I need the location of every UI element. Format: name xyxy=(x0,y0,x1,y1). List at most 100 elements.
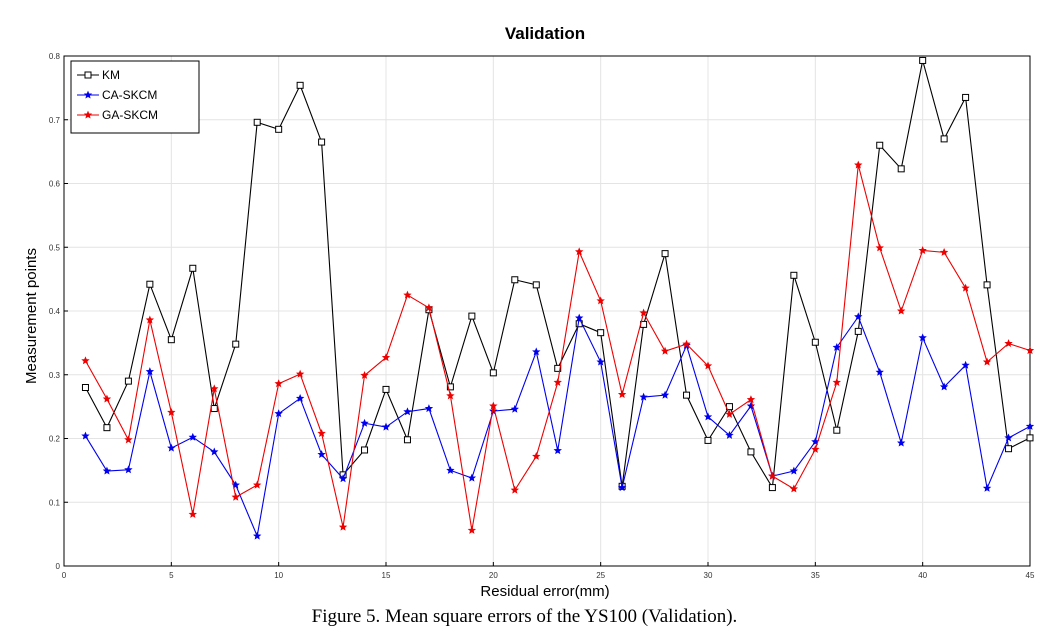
data-point-ga-skcm xyxy=(617,390,627,399)
y-tick-label: 0.7 xyxy=(49,116,61,125)
data-point-ga-skcm xyxy=(510,485,519,494)
data-point-km xyxy=(747,448,755,456)
data-point-km xyxy=(983,281,991,289)
data-point-ga-skcm xyxy=(575,247,584,256)
x-tick-label: 40 xyxy=(918,571,927,580)
data-point-km xyxy=(661,250,669,258)
data-point-ca-skcm xyxy=(1004,433,1013,442)
y-axis-label: Measurement points xyxy=(23,248,40,384)
data-point-ga-skcm xyxy=(253,480,262,489)
data-point-ga-skcm xyxy=(660,346,670,355)
data-point-ca-skcm xyxy=(274,409,283,418)
data-point-km xyxy=(275,125,283,133)
data-point-km xyxy=(232,340,240,348)
data-point-ca-skcm xyxy=(532,347,541,356)
data-point-ga-skcm xyxy=(832,378,841,386)
data-point-ga-skcm xyxy=(381,353,391,362)
data-point-km xyxy=(1005,445,1013,453)
data-point-km xyxy=(468,312,476,320)
axis-ticks: 0 5 10 15 20 25 30 35 40 45 0 0.1 0.2 0.3 0.4 0.5 0.6 0.7… xyxy=(49,52,1035,580)
data-point-ga-skcm xyxy=(789,484,799,493)
data-point-ca-skcm xyxy=(897,438,906,447)
data-point-ga-skcm xyxy=(489,401,498,410)
data-point-km xyxy=(146,280,154,288)
data-point-ga-skcm xyxy=(231,492,240,501)
data-point-ga-skcm xyxy=(188,509,197,518)
data-point-ca-skcm xyxy=(81,431,90,440)
data-point-ca-skcm xyxy=(832,342,841,351)
data-point-km xyxy=(597,329,605,337)
data-point-ga-skcm xyxy=(682,339,691,348)
data-point-ca-skcm xyxy=(424,404,434,413)
data-point-ga-skcm xyxy=(360,371,369,379)
data-point-km xyxy=(962,93,970,101)
y-tick-label: 0.8 xyxy=(49,52,61,61)
data-point-ga-skcm xyxy=(854,160,863,169)
data-point-ca-skcm xyxy=(338,474,348,483)
data-point-km xyxy=(833,426,841,434)
data-point-ca-skcm xyxy=(210,447,219,456)
data-point-ca-skcm xyxy=(725,430,734,439)
legend-marker-ga-skcm xyxy=(83,110,93,119)
data-point-ga-skcm xyxy=(317,429,326,437)
data-point-ca-skcm xyxy=(639,392,648,401)
data-point-ca-skcm xyxy=(1025,422,1035,430)
data-point-ga-skcm xyxy=(703,361,713,370)
y-tick-label: 0.1 xyxy=(49,498,61,507)
data-point-ca-skcm xyxy=(446,465,455,474)
data-point-km xyxy=(532,281,540,289)
data-point-km xyxy=(167,336,175,344)
data-point-ca-skcm xyxy=(854,312,863,321)
series-ca-skcm xyxy=(81,312,1035,540)
data-point-ga-skcm xyxy=(403,290,412,299)
grid xyxy=(64,56,1030,566)
data-point-km xyxy=(683,391,691,399)
data-point-km xyxy=(189,264,197,272)
legend-label-ca-skcm: CA-SKCM xyxy=(102,88,157,102)
data-point-ca-skcm xyxy=(875,367,884,376)
data-point-ga-skcm xyxy=(338,522,348,531)
data-point-ga-skcm xyxy=(274,379,283,388)
data-point-ca-skcm xyxy=(939,382,949,391)
y-tick-label: 0.5 xyxy=(49,243,61,252)
chart-title: Validation xyxy=(505,24,585,43)
x-tick-label: 45 xyxy=(1026,571,1035,580)
data-point-km xyxy=(554,364,562,372)
data-point-ca-skcm xyxy=(918,333,927,342)
x-tick-label: 35 xyxy=(811,571,820,580)
legend-label-km: KM xyxy=(102,68,120,82)
y-tick-label: 0.3 xyxy=(49,371,61,380)
x-tick-label: 30 xyxy=(704,571,713,580)
data-point-ga-skcm xyxy=(746,395,756,404)
data-point-km xyxy=(81,384,89,391)
data-point-ga-skcm xyxy=(1025,346,1035,355)
y-tick-label: 0.2 xyxy=(49,435,61,444)
data-point-ga-skcm xyxy=(961,283,970,292)
data-point-km xyxy=(296,81,304,89)
data-point-km xyxy=(897,165,905,173)
data-point-ca-skcm xyxy=(403,407,412,416)
data-point-ca-skcm xyxy=(703,412,713,421)
data-point-ca-skcm xyxy=(789,466,799,475)
data-point-km xyxy=(446,383,454,391)
data-point-ga-skcm xyxy=(939,247,949,256)
data-point-ca-skcm xyxy=(660,390,670,399)
data-point-ga-skcm xyxy=(875,243,884,252)
data-point-ca-skcm xyxy=(617,483,627,492)
legend-marker-ca-skcm xyxy=(83,90,93,99)
data-point-km xyxy=(124,377,132,385)
data-point-ca-skcm xyxy=(982,483,992,492)
y-tick-label: 0.4 xyxy=(49,307,61,316)
data-point-ca-skcm xyxy=(360,418,369,427)
data-point-ca-skcm xyxy=(253,531,262,540)
data-point-ca-skcm xyxy=(102,466,112,475)
data-point-ca-skcm xyxy=(381,422,391,431)
data-point-ga-skcm xyxy=(102,394,112,403)
data-point-km xyxy=(403,436,411,444)
data-point-ca-skcm xyxy=(596,357,605,366)
data-point-ga-skcm xyxy=(295,369,305,378)
data-point-ga-skcm xyxy=(982,357,992,366)
data-point-ca-skcm xyxy=(317,450,326,458)
data-point-ca-skcm xyxy=(145,367,155,376)
